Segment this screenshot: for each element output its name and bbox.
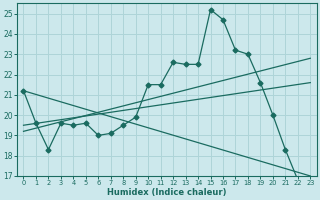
X-axis label: Humidex (Indice chaleur): Humidex (Indice chaleur) (107, 188, 227, 197)
